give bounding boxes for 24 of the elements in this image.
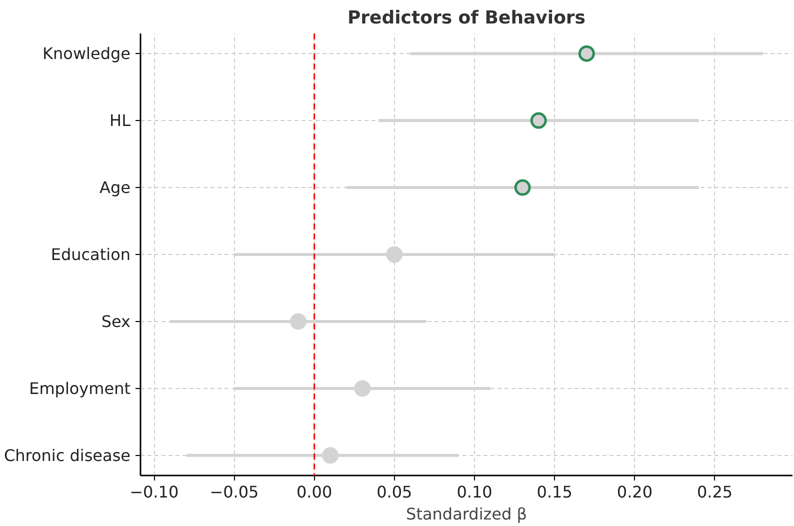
x-tick-label: 0.25 bbox=[696, 482, 733, 502]
chart-title: Predictors of Behaviors bbox=[347, 8, 586, 28]
x-tick-label: −0.10 bbox=[130, 482, 179, 502]
x-tick-label: 0.00 bbox=[296, 482, 332, 502]
point bbox=[530, 112, 547, 129]
y-tick-label: Age bbox=[100, 178, 131, 198]
point bbox=[290, 313, 307, 330]
x-tick-label: 0.15 bbox=[536, 482, 572, 502]
y-tick-label: Sex bbox=[101, 312, 130, 331]
y-tick-label: Employment bbox=[29, 378, 131, 398]
x-tick-label: −0.05 bbox=[210, 482, 259, 502]
x-axis-title: Standardized β bbox=[406, 504, 527, 524]
point bbox=[514, 179, 531, 196]
point bbox=[386, 246, 403, 263]
y-tick-label: Chronic disease bbox=[4, 446, 130, 465]
point bbox=[322, 447, 339, 464]
y-tick-label: HL bbox=[110, 111, 131, 130]
x-tick-label: 0.20 bbox=[616, 482, 653, 502]
point bbox=[578, 45, 595, 62]
y-tick-label: Education bbox=[50, 245, 130, 264]
x-tick-label: 0.10 bbox=[456, 482, 492, 502]
y-tick-label: Knowledge bbox=[42, 44, 130, 64]
x-tick-label: 0.05 bbox=[376, 482, 412, 502]
point bbox=[354, 380, 371, 397]
